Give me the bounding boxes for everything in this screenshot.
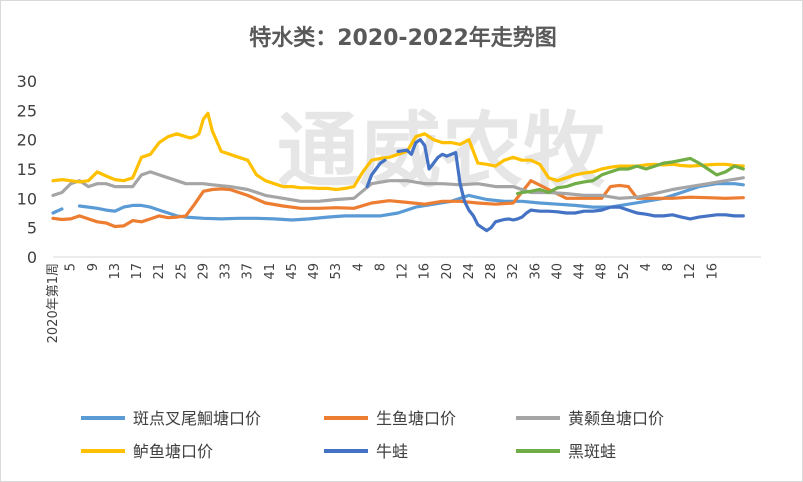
series-line-3 [51, 170, 745, 203]
series-line-5 [365, 138, 745, 233]
x-tick-label: 29 [196, 263, 211, 280]
x-tick-label: 12 [683, 263, 698, 280]
series-line-1 [51, 182, 745, 222]
x-tick-label: 9 [86, 263, 101, 271]
x-tick-label: 52 [617, 263, 632, 280]
x-tick-label: 37 [241, 263, 256, 280]
x-tick-label: 5 [64, 263, 79, 271]
y-tick-label: 0 [27, 248, 37, 267]
x-tick-label: 32 [506, 263, 521, 280]
y-axis-labels: 0 5 10 15 20 25 30 [17, 72, 37, 267]
x-tick-label: 44 [573, 263, 588, 280]
x-tick-label: 16 [705, 263, 720, 280]
y-tick-label: 25 [17, 101, 37, 120]
x-tick-label: 53 [329, 263, 344, 280]
legend-label: 斑点叉尾鮰塘口价 [133, 409, 261, 428]
legend-label: 黄颡鱼塘口价 [568, 409, 664, 428]
x-tick-label: 41 [263, 263, 278, 280]
y-tick-label: 5 [27, 219, 37, 238]
x-tick-label: 33 [219, 263, 234, 280]
x-tick-label: 45 [285, 263, 300, 280]
legend-label: 牛蛙 [376, 442, 408, 461]
series-line-4 [51, 111, 745, 192]
series-line-6 [516, 156, 745, 196]
x-axis-labels: 2020年第1周 5 9 13 17 21 25 29 33 37 41 45 49 53 4 8 12 16 20… [46, 263, 720, 343]
x-tick-label: 21 [152, 263, 167, 280]
x-tick-label: 4 [351, 263, 366, 271]
x-tick-label: 8 [661, 263, 676, 271]
x-tick-label: 13 [108, 263, 123, 280]
y-tick-label: 15 [17, 160, 37, 179]
x-tick-label: 48 [595, 263, 610, 280]
x-tick-label: 36 [528, 263, 543, 280]
x-tick-label: 2020年第1周 [46, 263, 61, 343]
x-tick-label: 8 [373, 263, 388, 271]
x-tick-label: 25 [174, 263, 189, 280]
legend-label: 生鱼塘口价 [376, 409, 456, 428]
legend-label: 黑斑蛙 [568, 442, 616, 461]
x-tick-label: 12 [396, 263, 411, 280]
x-tick-label: 16 [418, 263, 433, 280]
x-tick-label: 4 [639, 263, 654, 271]
x-tick-label: 24 [462, 263, 477, 280]
x-tick-label: 17 [130, 263, 145, 280]
x-tick-label: 28 [484, 263, 499, 280]
series-lines [51, 111, 745, 233]
chart-title: 特水类：2020-2022年走势图 [249, 25, 557, 51]
legend-label: 鲈鱼塘口价 [133, 442, 213, 461]
series-line-2 [51, 179, 745, 229]
x-tick-label: 49 [307, 263, 322, 280]
x-tick-label: 20 [440, 263, 455, 280]
y-tick-label: 30 [17, 72, 37, 91]
x-tick-label: 40 [550, 263, 565, 280]
y-tick-label: 20 [17, 131, 37, 150]
y-tick-label: 10 [17, 189, 37, 208]
